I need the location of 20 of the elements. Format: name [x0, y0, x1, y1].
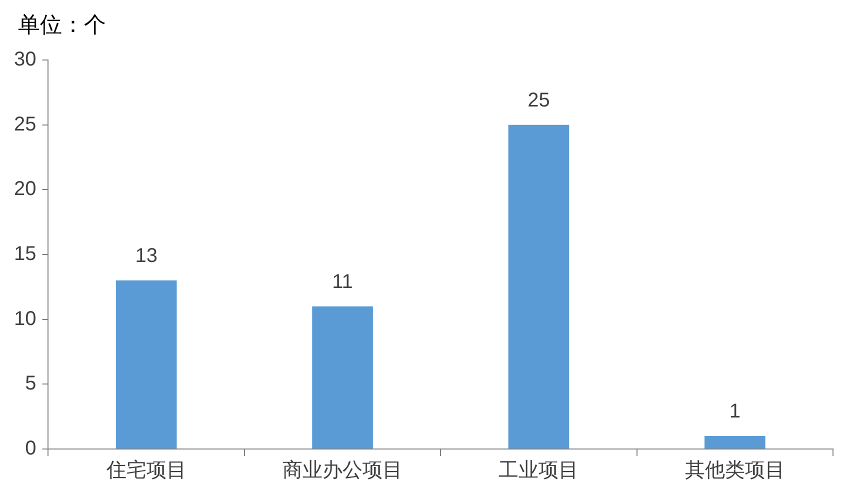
y-tick-label: 20 — [14, 178, 36, 200]
data-label: 25 — [528, 89, 550, 112]
y-tick-label: 15 — [14, 243, 36, 266]
x-tick-label: 商业办公项目 — [282, 460, 403, 482]
y-tick-label: 25 — [14, 113, 36, 136]
y-tick-label: 10 — [14, 308, 36, 330]
data-label: 13 — [135, 244, 158, 267]
bar — [312, 306, 373, 448]
y-axis-title: 单位：个 — [18, 11, 106, 39]
y-tick-label: 5 — [25, 372, 36, 395]
x-tick-label: 住宅项目 — [105, 458, 186, 482]
y-tick-label: 0 — [25, 438, 36, 460]
y-tick-label: 30 — [14, 48, 36, 71]
data-label: 1 — [729, 400, 740, 423]
x-tick-label: 工业项目 — [498, 460, 579, 482]
bar — [704, 436, 766, 448]
bar — [508, 124, 570, 448]
data-label: 11 — [332, 270, 353, 293]
x-tick-label: 其他类项目 — [684, 460, 785, 482]
bar — [116, 280, 177, 448]
